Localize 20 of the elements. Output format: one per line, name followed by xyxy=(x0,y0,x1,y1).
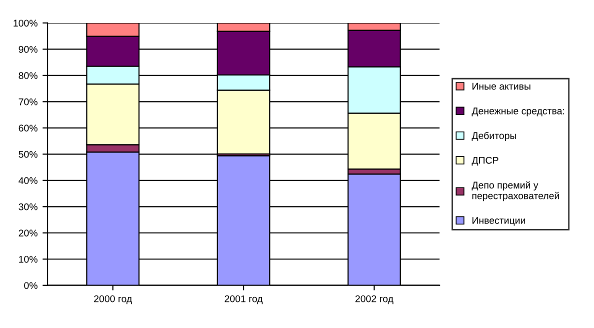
x-tick-label: 2000 год xyxy=(94,295,132,304)
y-tick-label: 60% xyxy=(18,124,38,132)
y-tick-label: 70% xyxy=(18,98,38,106)
legend-label: ДПСР xyxy=(472,156,498,166)
legend-label: Инвестиции xyxy=(472,217,526,226)
legend-label: Денежные средства: xyxy=(472,108,564,116)
y-tick-label: 0% xyxy=(24,282,38,289)
x-tick-label: 2002 год xyxy=(355,295,394,304)
y-tick-label: 90% xyxy=(18,46,38,53)
legend-label: Дебиторы xyxy=(472,132,516,141)
y-tick-label: 80% xyxy=(18,72,38,80)
legend-label: Депо премий у перестрахователей xyxy=(472,181,559,202)
y-tick-label: 40% xyxy=(18,177,38,184)
y-tick-label: 50% xyxy=(18,150,38,158)
y-tick-label: 30% xyxy=(18,203,38,210)
y-tick-label: 10% xyxy=(19,256,38,263)
x-tick-label: 2001 год xyxy=(224,295,263,304)
y-tick-label: 100% xyxy=(14,20,38,27)
legend-label: Иные активы xyxy=(472,82,530,90)
y-tick-label: 20% xyxy=(18,230,38,236)
